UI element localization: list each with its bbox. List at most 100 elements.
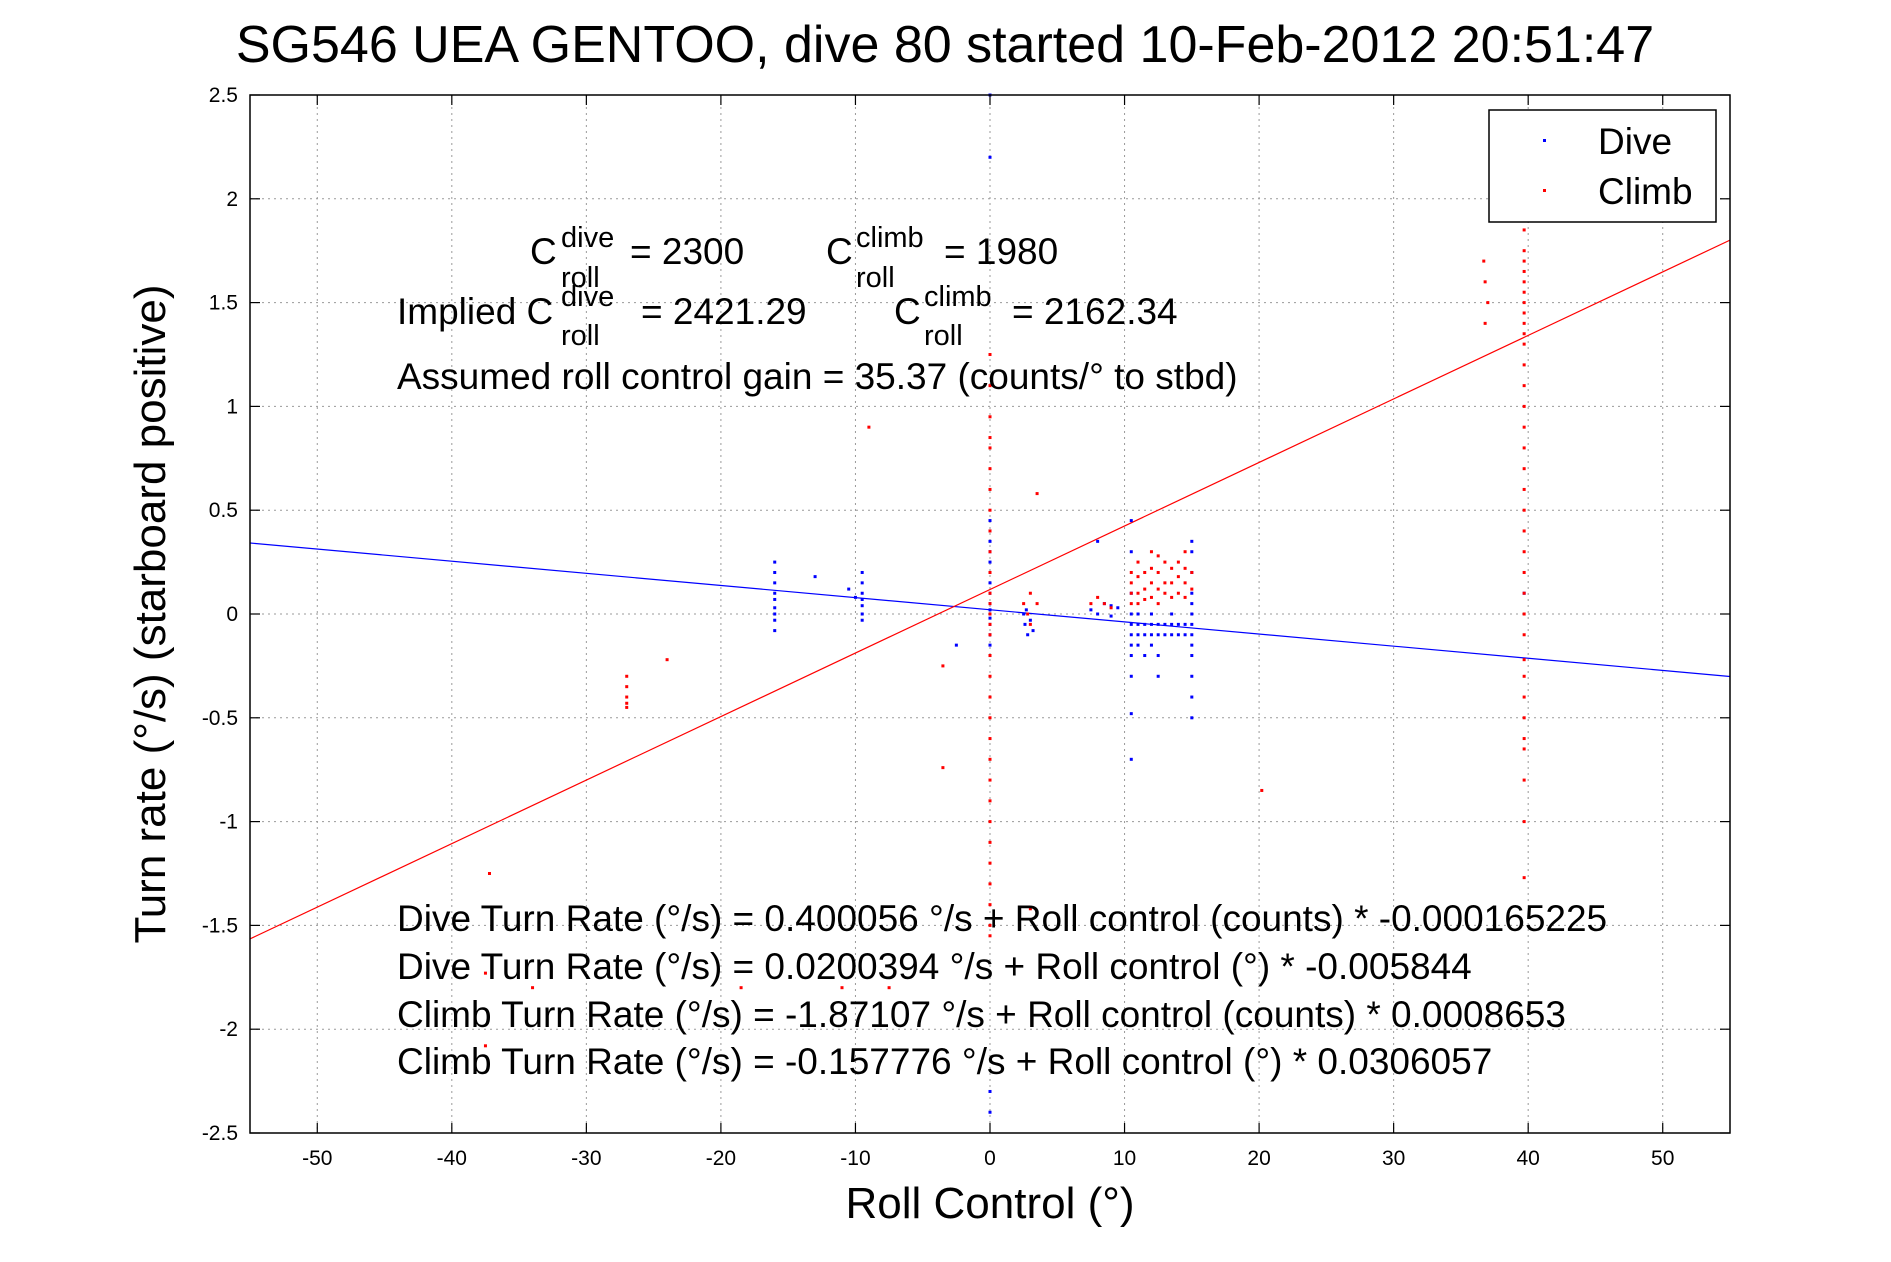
dive-point bbox=[1143, 622, 1147, 626]
climb-point bbox=[1522, 290, 1526, 294]
climb-point bbox=[988, 384, 992, 388]
climb-point bbox=[1136, 591, 1140, 595]
x-tick-label: -20 bbox=[706, 1147, 736, 1170]
y-tick-label: 0.5 bbox=[209, 499, 238, 522]
dive-point bbox=[1109, 614, 1113, 618]
climb-point bbox=[1522, 570, 1526, 574]
chart-title: SG546 UEA GENTOO, dive 80 started 10-Feb… bbox=[236, 16, 1654, 74]
y-tick-label: 0 bbox=[226, 603, 238, 626]
dive-point bbox=[1170, 622, 1174, 626]
dive-point bbox=[773, 629, 777, 633]
legend-climb-marker bbox=[1543, 189, 1546, 192]
climb-point bbox=[1035, 492, 1039, 496]
climb-point bbox=[1522, 695, 1526, 699]
climb-point bbox=[1129, 581, 1133, 585]
climb-point bbox=[1522, 487, 1526, 491]
dive-point bbox=[773, 612, 777, 616]
x-tick-label: -50 bbox=[302, 1147, 332, 1170]
x-axis-label: Roll Control (°) bbox=[846, 1179, 1135, 1228]
dive-point bbox=[1149, 643, 1153, 647]
climb-point bbox=[1522, 467, 1526, 471]
climb-point bbox=[1096, 595, 1100, 599]
dive-point bbox=[1026, 633, 1030, 637]
climb-point bbox=[1522, 269, 1526, 273]
climb-point bbox=[1156, 587, 1160, 591]
dive-point bbox=[1156, 674, 1160, 678]
climb-point bbox=[988, 529, 992, 533]
implied-prefix: Implied C bbox=[397, 291, 553, 332]
climb-point bbox=[1260, 788, 1264, 792]
dive-point bbox=[954, 643, 958, 647]
climb-point bbox=[1143, 587, 1147, 591]
climb-point bbox=[988, 716, 992, 720]
climb-point bbox=[1522, 529, 1526, 533]
y-axis-label: Turn rate (°/s) (starboard positive) bbox=[126, 284, 175, 943]
dive-point bbox=[1176, 622, 1180, 626]
climb-point bbox=[1190, 570, 1194, 574]
climb-point bbox=[483, 971, 487, 975]
implied-climb-superscript: climb bbox=[924, 281, 992, 313]
climb-point bbox=[988, 467, 992, 471]
dive-point bbox=[860, 597, 864, 601]
implied-climb-subscript: roll bbox=[924, 320, 963, 352]
c-dive-value: = 2300 bbox=[630, 231, 744, 272]
climb-point bbox=[1522, 280, 1526, 284]
y-tick-label: 1 bbox=[226, 395, 238, 418]
climb-point bbox=[1170, 581, 1174, 585]
dive-point bbox=[1143, 654, 1147, 658]
climb-point bbox=[487, 872, 491, 875]
climb-point bbox=[988, 446, 992, 450]
c-climb-subscript: roll bbox=[856, 262, 895, 294]
climb-point bbox=[988, 570, 992, 574]
dive-point bbox=[988, 155, 992, 159]
equation-dive-counts: Dive Turn Rate (°/s) = 0.400056 °/s + Ro… bbox=[397, 898, 1607, 939]
dive-point bbox=[1190, 539, 1194, 543]
dive-point bbox=[860, 618, 864, 622]
climb-point bbox=[988, 757, 992, 761]
climb-point bbox=[988, 820, 992, 824]
x-tick-label: 0 bbox=[984, 1147, 996, 1170]
dive-point bbox=[773, 606, 777, 610]
y-tick-labels: -2.5 -2 -1.5 -1 -0.5 0 0.5 1 1.5 2 2.5 bbox=[202, 84, 1730, 1145]
dive-point bbox=[988, 1110, 992, 1114]
climb-point bbox=[1522, 674, 1526, 678]
dive-point bbox=[1129, 519, 1133, 523]
annotation-block-top: C dive roll = 2300 C climb roll = 1980 I… bbox=[397, 222, 1238, 397]
climb-point bbox=[988, 861, 992, 865]
climb-point bbox=[941, 766, 945, 770]
climb-point bbox=[1170, 595, 1174, 599]
climb-point bbox=[483, 1044, 487, 1048]
legend-dive-marker bbox=[1543, 139, 1546, 142]
climb-point bbox=[1163, 591, 1167, 595]
climb-point bbox=[1163, 560, 1167, 564]
c-dive-letter: C bbox=[530, 231, 557, 272]
dive-point bbox=[1176, 633, 1180, 637]
dive-point bbox=[988, 1089, 992, 1093]
dive-point bbox=[1190, 654, 1194, 658]
dive-point bbox=[1190, 695, 1194, 699]
climb-point bbox=[1143, 597, 1147, 601]
climb-point bbox=[739, 986, 743, 990]
dive-point bbox=[860, 570, 864, 574]
climb-point bbox=[1028, 591, 1032, 595]
climb-point bbox=[1522, 747, 1526, 751]
dive-point bbox=[1136, 612, 1140, 616]
dive-point bbox=[1129, 550, 1133, 554]
dive-point bbox=[1190, 622, 1194, 626]
climb-point bbox=[1522, 633, 1526, 637]
dive-point bbox=[1096, 612, 1100, 616]
climb-point bbox=[1136, 602, 1140, 606]
equation-climb-counts: Climb Turn Rate (°/s) = -1.87107 °/s + R… bbox=[397, 994, 1566, 1035]
climb-point bbox=[1176, 560, 1180, 564]
dive-point bbox=[988, 608, 992, 612]
dive-point bbox=[988, 560, 992, 564]
dive-point bbox=[773, 597, 777, 601]
climb-point bbox=[1109, 606, 1113, 610]
climb-point bbox=[1156, 570, 1160, 574]
dive-point bbox=[1156, 654, 1160, 658]
climb-point bbox=[988, 654, 992, 658]
climb-point bbox=[1522, 425, 1526, 429]
climb-point bbox=[1136, 575, 1140, 579]
dive-point bbox=[847, 587, 851, 591]
